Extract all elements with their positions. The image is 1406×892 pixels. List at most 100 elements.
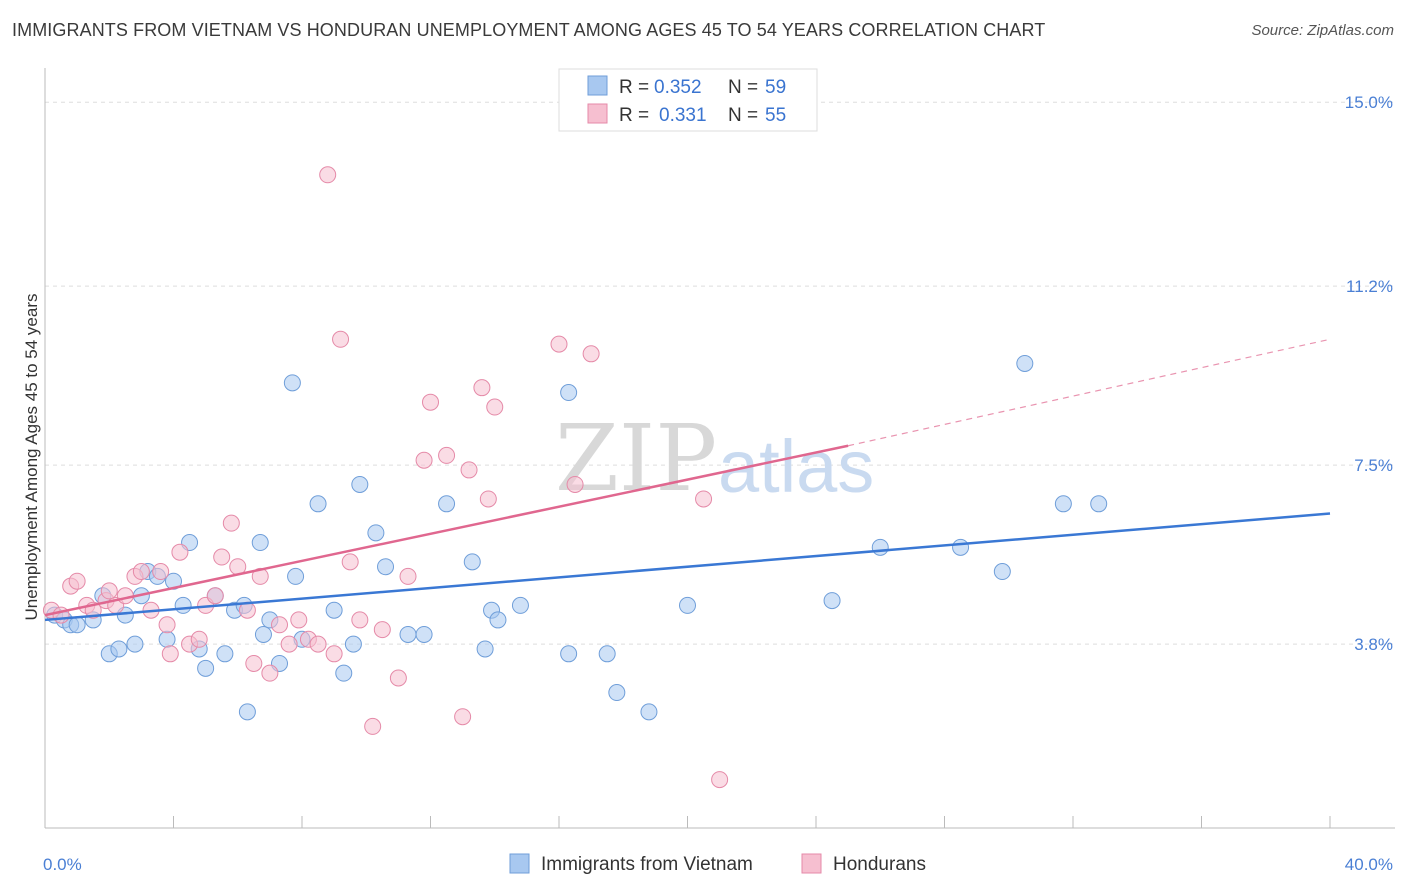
point-hondurans-17 — [190, 630, 208, 648]
trend-line-hondurans-extension — [847, 338, 1331, 447]
point-hondurans-3 — [68, 572, 86, 590]
point-hondurans-38 — [389, 669, 407, 687]
point-vietnam-18 — [197, 659, 215, 677]
point-hondurans-32 — [319, 166, 337, 184]
axes — [44, 68, 1395, 829]
point-vietnam-52 — [823, 592, 841, 610]
point-hondurans-31 — [309, 635, 327, 653]
legend-swatch-hondurans — [587, 103, 608, 124]
point-hondurans-53 — [325, 645, 343, 663]
point-vietnam-38 — [399, 625, 417, 643]
y-tick-label-1: 7.5% — [1354, 456, 1393, 475]
bottom-legend-swatch-vietnam — [509, 853, 530, 874]
point-vietnam-20 — [216, 645, 234, 663]
point-vietnam-41 — [463, 553, 481, 571]
point-hondurans-26 — [261, 664, 279, 682]
point-hondurans-50 — [582, 345, 600, 363]
trend-lines — [44, 338, 1331, 622]
point-vietnam-3 — [68, 616, 86, 634]
point-vietnam-29 — [287, 567, 305, 585]
point-hondurans-25 — [251, 567, 269, 585]
point-hondurans-14 — [161, 645, 179, 663]
point-vietnam-37 — [377, 558, 395, 576]
bottom-legend: Immigrants from Vietnam Hondurans — [509, 853, 926, 875]
legend-n-label-vietnam: N = — [728, 77, 758, 98]
legend-r-value-hondurans: 0.331 — [659, 105, 707, 126]
point-hondurans-44 — [460, 461, 478, 479]
point-hondurans-19 — [206, 587, 224, 605]
legend-box: R = 0.352 N = 59 R = 0.331 N = 55 — [558, 68, 818, 132]
point-vietnam-51 — [679, 596, 696, 614]
point-vietnam-33 — [335, 664, 353, 682]
data-points — [42, 166, 1108, 789]
point-hondurans-48 — [550, 335, 568, 353]
point-vietnam-44 — [489, 611, 507, 629]
legend-n-label-hondurans: N = — [728, 105, 758, 126]
point-hondurans-51 — [695, 490, 713, 508]
point-vietnam-32 — [325, 601, 343, 619]
point-vietnam-55 — [993, 563, 1011, 581]
point-hondurans-42 — [438, 446, 456, 464]
point-hondurans-47 — [486, 398, 504, 416]
bottom-legend-label-hondurans: Hondurans — [833, 854, 926, 875]
chart-source: Source: ZipAtlas.com — [1251, 22, 1394, 39]
trend-line-hondurans — [44, 444, 849, 617]
point-hondurans-36 — [364, 717, 382, 735]
x-tick-labels: 0.0% 40.0% — [43, 855, 1393, 874]
point-vietnam-34 — [344, 635, 362, 653]
point-vietnam-49 — [608, 684, 626, 702]
point-vietnam-25 — [254, 625, 272, 643]
y-axis-label: Unemployment Among Ages 45 to 54 years — [22, 294, 41, 621]
point-hondurans-39 — [399, 567, 417, 585]
point-hondurans-27 — [271, 616, 289, 634]
point-vietnam-54 — [952, 538, 970, 556]
point-vietnam-50 — [640, 703, 658, 721]
watermark-atlas: atlas — [718, 425, 874, 508]
trend-line-vietnam — [44, 512, 1331, 622]
legend-n-value-vietnam: 59 — [765, 77, 786, 98]
point-hondurans-10 — [132, 563, 150, 581]
point-hondurans-54 — [100, 582, 118, 600]
legend-r-label-vietnam: R = — [619, 77, 649, 98]
point-hondurans-52 — [711, 771, 729, 789]
legend-r-value-vietnam: 0.352 — [654, 77, 702, 98]
point-vietnam-53 — [871, 538, 889, 556]
legend-r-label-hondurans: R = — [619, 105, 649, 126]
point-vietnam-47 — [560, 645, 578, 663]
point-vietnam-7 — [110, 640, 128, 658]
point-vietnam-56 — [1016, 354, 1034, 372]
point-hondurans-49 — [566, 475, 584, 493]
point-hondurans-15 — [171, 543, 189, 561]
point-vietnam-13 — [158, 630, 176, 648]
point-hondurans-34 — [341, 553, 359, 571]
point-hondurans-12 — [152, 563, 170, 581]
y-tick-label-0: 3.8% — [1354, 635, 1393, 654]
point-vietnam-31 — [309, 495, 327, 513]
point-vietnam-42 — [476, 640, 494, 658]
point-vietnam-58 — [1090, 495, 1108, 513]
y-tick-label-2: 11.2% — [1346, 277, 1393, 296]
point-hondurans-46 — [479, 490, 497, 508]
point-vietnam-36 — [367, 524, 385, 542]
point-hondurans-21 — [222, 514, 240, 532]
watermark-zip: ZIP — [555, 405, 717, 512]
point-vietnam-39 — [415, 625, 433, 643]
point-hondurans-24 — [245, 654, 263, 672]
point-vietnam-23 — [238, 703, 256, 721]
point-hondurans-43 — [454, 708, 472, 726]
bottom-legend-label-vietnam: Immigrants from Vietnam — [541, 854, 753, 875]
bottom-legend-swatch-hondurans — [801, 853, 822, 874]
point-vietnam-28 — [283, 374, 301, 392]
point-vietnam-40 — [438, 495, 456, 513]
legend-swatch-vietnam — [587, 75, 608, 96]
point-hondurans-13 — [158, 616, 176, 634]
point-vietnam-24 — [251, 534, 269, 552]
point-hondurans-28 — [280, 635, 298, 653]
point-hondurans-20 — [213, 548, 231, 566]
point-vietnam-48 — [598, 645, 616, 663]
point-hondurans-29 — [290, 611, 308, 629]
point-hondurans-37 — [373, 621, 391, 639]
point-vietnam-15 — [174, 596, 192, 614]
point-hondurans-35 — [351, 611, 369, 629]
